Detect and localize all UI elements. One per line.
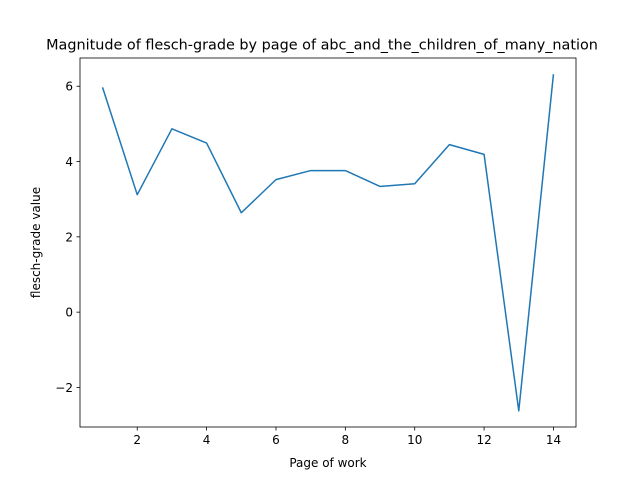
x-tick-label: 10: [407, 433, 422, 447]
data-points: [102, 74, 554, 411]
plot-frame: [79, 57, 577, 428]
x-tick-label: 2: [133, 433, 141, 447]
plot-area: [80, 58, 576, 427]
axis-ticks: 2 4 6 8 10 12 14 −2 0 2 4 6: [55, 80, 561, 447]
y-axis-label: flesch-grade value: [29, 187, 43, 298]
y-tick-label: 6: [65, 80, 73, 94]
y-tick-label: 0: [65, 306, 73, 320]
y-tick-label: 4: [65, 155, 73, 169]
x-tick-label: 8: [342, 433, 350, 447]
chart-title: Magnitude of flesch-grade by page of abc…: [46, 38, 598, 54]
x-tick-label: 6: [272, 433, 280, 447]
series-line: [101, 74, 555, 412]
x-tick-label: 14: [546, 433, 561, 447]
x-axis-label: Page of work: [289, 456, 366, 470]
y-tick-label: 2: [65, 230, 73, 244]
x-tick-label: 4: [203, 433, 211, 447]
x-tick-label: 12: [476, 433, 491, 447]
y-tick-label: −2: [55, 381, 73, 395]
